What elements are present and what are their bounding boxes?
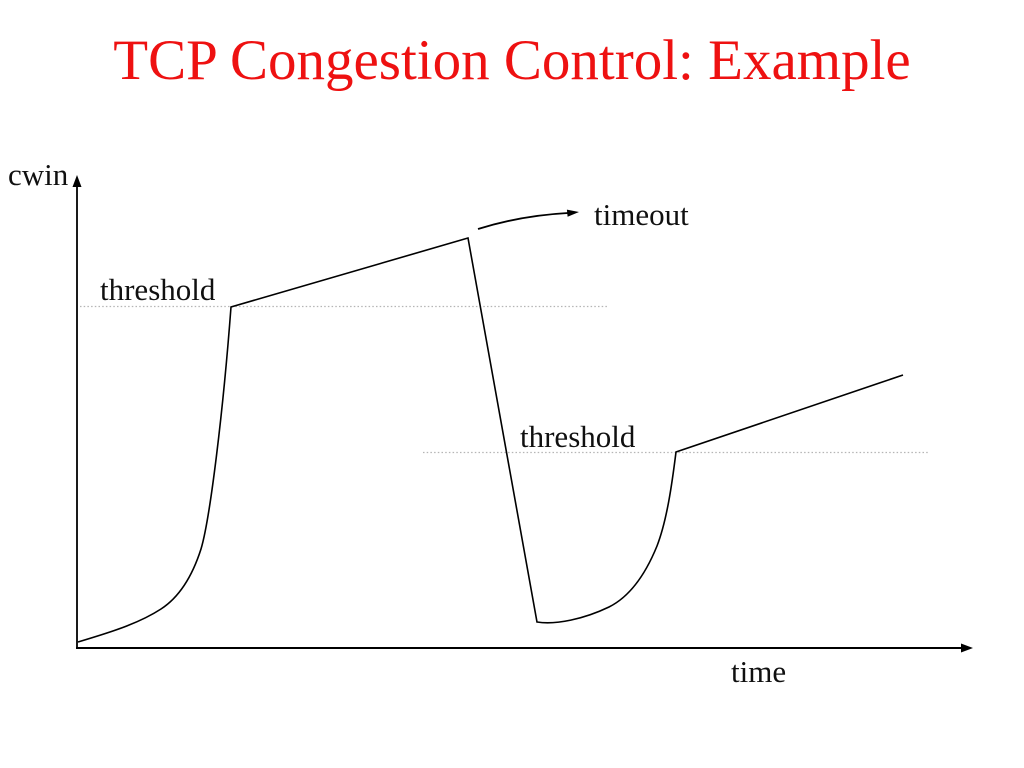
timeout-arrow [477, 212, 569, 230]
x-axis-label: time [731, 654, 787, 689]
slide-title: TCP Congestion Control: Example [113, 29, 911, 92]
timeout-label: timeout [594, 197, 689, 232]
x-axis-arrowhead-icon [961, 643, 973, 653]
threshold-label-1: threshold [100, 272, 216, 307]
threshold-label-2: threshold [520, 419, 636, 454]
cwnd-curve [77, 236, 904, 643]
timeout-arrowhead-icon [566, 209, 579, 217]
y-axis-arrowhead-icon [72, 175, 82, 187]
y-axis-label: cwin [8, 157, 69, 192]
